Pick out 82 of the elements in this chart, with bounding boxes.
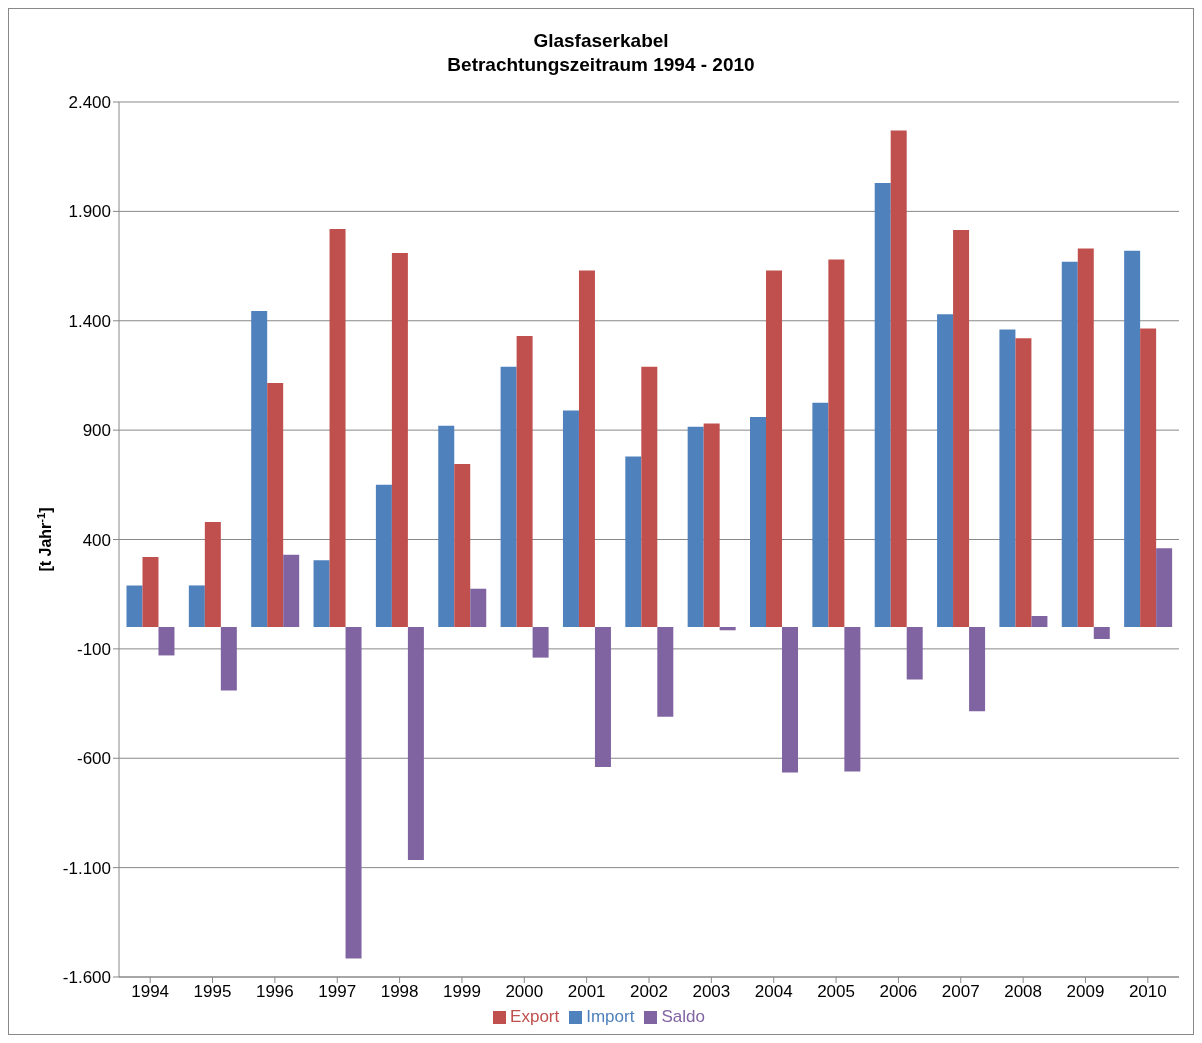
bar xyxy=(874,182,891,627)
bar xyxy=(594,627,611,767)
bar xyxy=(766,270,783,627)
x-tick-label: 2005 xyxy=(817,982,855,1002)
x-tick-label: 2003 xyxy=(692,982,731,1002)
x-tick-label: 1999 xyxy=(443,982,481,1002)
bar xyxy=(953,229,970,627)
bar xyxy=(578,270,595,627)
y-tick-label: 900 xyxy=(82,421,111,441)
x-tick-label: 2006 xyxy=(879,982,918,1002)
bar xyxy=(204,522,221,627)
bar xyxy=(890,130,907,627)
y-tick-label: 400 xyxy=(82,530,111,550)
bar xyxy=(1015,338,1032,627)
bar xyxy=(1031,616,1048,627)
bar xyxy=(828,259,845,627)
bar xyxy=(1124,250,1141,627)
bar xyxy=(1077,248,1094,627)
bar xyxy=(719,627,736,631)
y-tick-label: -600 xyxy=(76,749,111,769)
bar xyxy=(703,423,720,627)
y-tick-label: 1.900 xyxy=(68,202,111,222)
bar xyxy=(937,314,954,627)
bar xyxy=(1140,328,1157,627)
bar xyxy=(126,585,143,627)
legend-label: Saldo xyxy=(661,1007,705,1026)
bar xyxy=(687,426,704,627)
bar xyxy=(812,402,829,627)
bar xyxy=(641,366,658,627)
bar xyxy=(516,336,533,627)
bar xyxy=(407,627,424,860)
x-tick-label: 1997 xyxy=(318,982,357,1002)
bar xyxy=(313,560,330,627)
bar xyxy=(1156,548,1173,627)
bar xyxy=(844,627,861,772)
bar xyxy=(158,627,175,656)
y-tick-label: -1.100 xyxy=(62,858,111,878)
bar xyxy=(454,464,471,627)
bar xyxy=(500,366,517,627)
bar xyxy=(438,425,455,627)
x-tick-label: 2002 xyxy=(630,982,668,1002)
bar xyxy=(220,627,237,691)
bar xyxy=(1061,261,1078,627)
x-tick-label: 2004 xyxy=(754,982,793,1002)
bar xyxy=(969,627,986,712)
x-tick-label: 1996 xyxy=(255,982,294,1002)
y-tick-label: 1.400 xyxy=(68,311,111,331)
bar xyxy=(782,627,799,773)
x-tick-label: 2007 xyxy=(941,982,980,1002)
bar xyxy=(283,554,300,627)
legend-label: Export xyxy=(510,1007,560,1026)
bar xyxy=(267,383,284,627)
bar xyxy=(251,310,268,627)
bar xyxy=(532,627,549,658)
y-tick-label: -100 xyxy=(76,639,111,659)
x-tick-label: 2010 xyxy=(1128,982,1167,1002)
bar xyxy=(750,417,767,627)
bar xyxy=(906,627,923,680)
bar xyxy=(375,484,392,627)
bar xyxy=(470,588,487,627)
bar xyxy=(1093,627,1110,640)
bar xyxy=(142,557,159,627)
bar xyxy=(657,627,674,717)
chart-title: Glasfaserkabel xyxy=(532,29,670,53)
x-tick-label: 2008 xyxy=(1004,982,1043,1002)
chart-subtitle: Betrachtungszeitraum 1994 - 2010 xyxy=(446,53,756,77)
bar xyxy=(188,585,205,627)
bar xyxy=(625,456,642,627)
y-tick-label: -1.600 xyxy=(62,968,111,988)
x-tick-label: 2009 xyxy=(1066,982,1105,1002)
x-tick-label: 1994 xyxy=(131,982,170,1002)
x-tick-label: 2001 xyxy=(567,982,606,1002)
bar xyxy=(391,252,408,627)
x-tick-label: 1995 xyxy=(193,982,232,1002)
bar xyxy=(329,228,346,627)
bar xyxy=(345,627,362,959)
legend-label: Import xyxy=(586,1007,635,1026)
bar xyxy=(999,329,1016,627)
y-tick-label: 2.400 xyxy=(68,93,111,113)
x-tick-label: 2000 xyxy=(505,982,544,1002)
bar xyxy=(562,410,579,627)
x-tick-label: 1998 xyxy=(380,982,419,1002)
